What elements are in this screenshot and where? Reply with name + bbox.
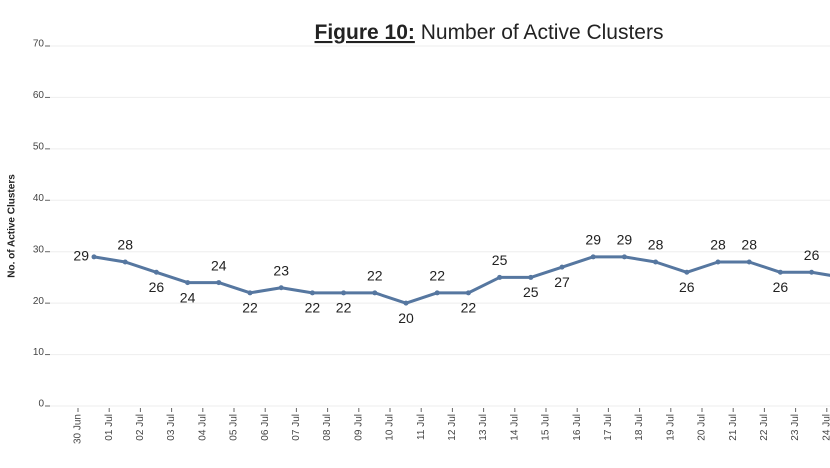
point [434, 290, 440, 296]
x-tick-label: 30 Jun [73, 414, 84, 444]
point [403, 300, 409, 306]
y-tick-label: 30 [33, 244, 45, 255]
x-tick-label: 17 Jul [603, 414, 614, 441]
x-tick-label: 13 Jul [478, 414, 489, 441]
point [91, 254, 97, 260]
point [247, 290, 253, 296]
title-text: Number of Active Clusters [421, 21, 664, 44]
chart-title: Figure 10: Number of Active Clusters [315, 21, 664, 44]
data-label: 28 [117, 237, 133, 253]
point [216, 280, 222, 286]
x-tick-label: 18 Jul [634, 414, 645, 441]
x-tick-label: 23 Jul [790, 414, 801, 441]
y-tick-label: 10 [33, 347, 45, 358]
point [777, 269, 783, 275]
x-tick-label: 14 Jul [509, 414, 520, 441]
data-label: 26 [149, 279, 165, 295]
y-axis-label: No. of Active Clusters [7, 174, 18, 278]
data-label: 26 [679, 279, 695, 295]
data-label: 22 [461, 300, 477, 316]
x-tick-label: 08 Jul [322, 414, 333, 441]
point [372, 290, 378, 296]
y-tick-label: 0 [38, 399, 44, 410]
data-label: 29 [617, 232, 633, 248]
y-tick-label: 70 [33, 39, 45, 50]
data-label: 20 [398, 310, 414, 326]
title-label: Figure 10: [315, 21, 415, 44]
x-tick-label: 03 Jul [166, 414, 177, 441]
data-label: 26 [804, 247, 820, 263]
x-tick-label: 07 Jul [291, 414, 302, 441]
point [684, 269, 690, 275]
x-tick-label: 24 Jul [821, 414, 830, 441]
data-label: 28 [710, 237, 726, 253]
data-label: 29 [73, 248, 89, 264]
data-label: 22 [242, 300, 258, 316]
x-tick-label: 21 Jul [728, 414, 739, 441]
x-tick-label: 16 Jul [572, 414, 583, 441]
data-label: 25 [492, 252, 508, 268]
x-tick-label: 04 Jul [197, 414, 208, 441]
point [185, 280, 191, 286]
data-label: 22 [305, 300, 321, 316]
point [809, 269, 815, 275]
data-label: 27 [554, 274, 570, 290]
point [653, 259, 659, 265]
data-label: 26 [773, 279, 789, 295]
x-tick-label: 06 Jul [260, 414, 271, 441]
point [497, 274, 503, 280]
point [621, 254, 627, 260]
x-tick-label: 22 Jul [759, 414, 770, 441]
point [746, 259, 752, 265]
y-tick-label: 40 [33, 193, 45, 204]
y-tick-label: 60 [33, 90, 45, 101]
x-tick-label: 05 Jul [229, 414, 240, 441]
x-tick-label: 12 Jul [447, 414, 458, 441]
data-label: 28 [741, 237, 757, 253]
point [341, 290, 347, 296]
x-tick-label: 19 Jul [665, 414, 676, 441]
y-tick-label: 20 [33, 296, 45, 307]
x-tick-label: 01 Jul [104, 414, 115, 441]
point [153, 269, 159, 275]
point [590, 254, 596, 260]
data-label: 22 [367, 268, 383, 284]
x-tick-label: 02 Jul [135, 414, 146, 441]
data-label: 29 [585, 232, 601, 248]
x-tick-label: 09 Jul [353, 414, 364, 441]
point [122, 259, 128, 265]
x-tick-label: 20 Jul [697, 414, 708, 441]
x-tick-label: 11 Jul [416, 414, 427, 440]
point [528, 274, 534, 280]
x-tick-label: 10 Jul [385, 414, 396, 441]
data-label: 28 [648, 237, 664, 253]
point [559, 264, 565, 270]
point [278, 285, 284, 291]
point [309, 290, 315, 296]
y-tick-label: 50 [33, 141, 45, 152]
data-label: 24 [180, 289, 196, 305]
x-tick-label: 15 Jul [541, 414, 552, 441]
data-label: 25 [523, 284, 539, 300]
data-label: 22 [429, 268, 445, 284]
data-label: 22 [336, 300, 352, 316]
data-label: 23 [273, 262, 289, 278]
data-label: 24 [211, 257, 227, 273]
point [715, 259, 721, 265]
point [465, 290, 471, 296]
